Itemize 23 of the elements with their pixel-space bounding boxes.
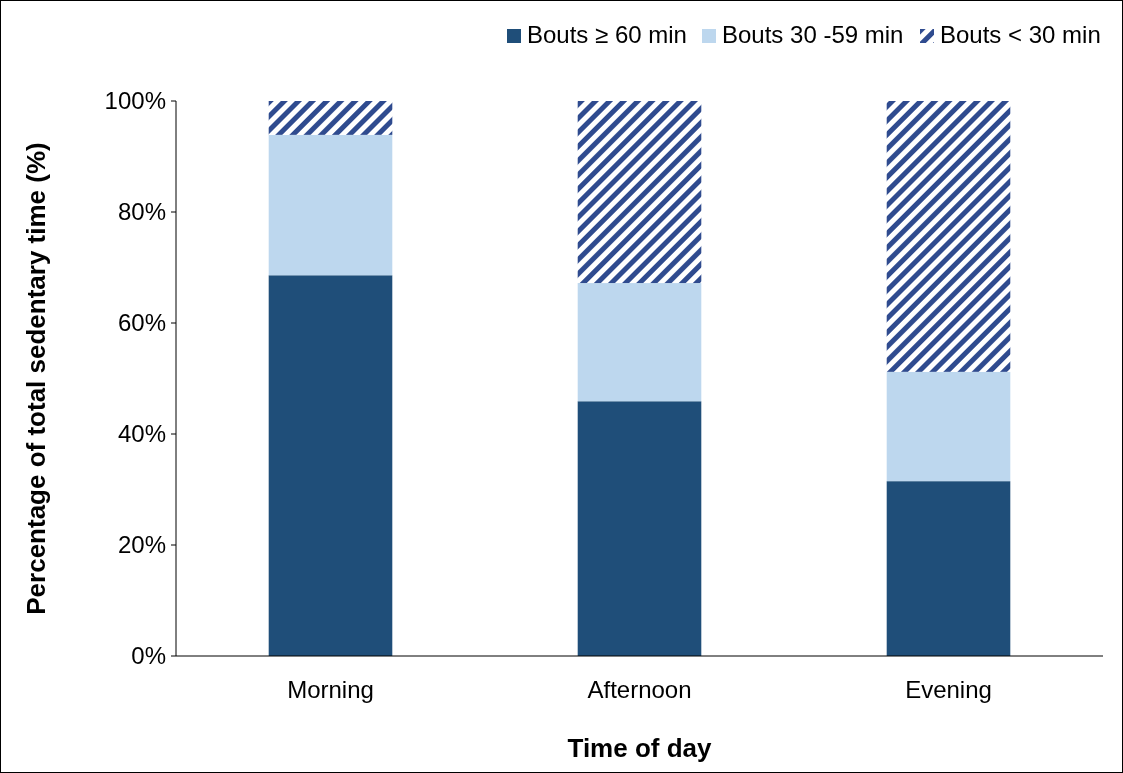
y-axis-title: Percentage of total sedentary time (%) <box>21 142 51 615</box>
bar <box>886 481 1011 656</box>
y-tick-label: 40% <box>117 420 166 448</box>
bar <box>577 401 702 656</box>
bar <box>886 371 1011 482</box>
legend-label: Bouts ≥ 60 min <box>527 21 687 48</box>
bar <box>268 134 393 276</box>
y-tick-label: 0% <box>131 642 166 670</box>
y-tick-label: 100% <box>104 87 166 115</box>
legend-label: Bouts < 30 min <box>940 21 1101 48</box>
bar <box>577 101 702 284</box>
bar <box>577 283 702 402</box>
x-tick-label: Morning <box>287 676 374 703</box>
y-tick-label: 20% <box>117 531 166 559</box>
bar <box>886 101 1011 372</box>
y-tick-label: 80% <box>117 198 166 226</box>
legend-label: Bouts 30 -59 min <box>722 21 904 48</box>
x-tick-label: Evening <box>905 676 992 703</box>
x-axis-title: Time of day <box>567 733 713 763</box>
bar <box>268 275 393 656</box>
bar <box>268 101 393 135</box>
x-tick-label: Afternoon <box>587 676 692 703</box>
y-tick-label: 60% <box>117 309 166 337</box>
